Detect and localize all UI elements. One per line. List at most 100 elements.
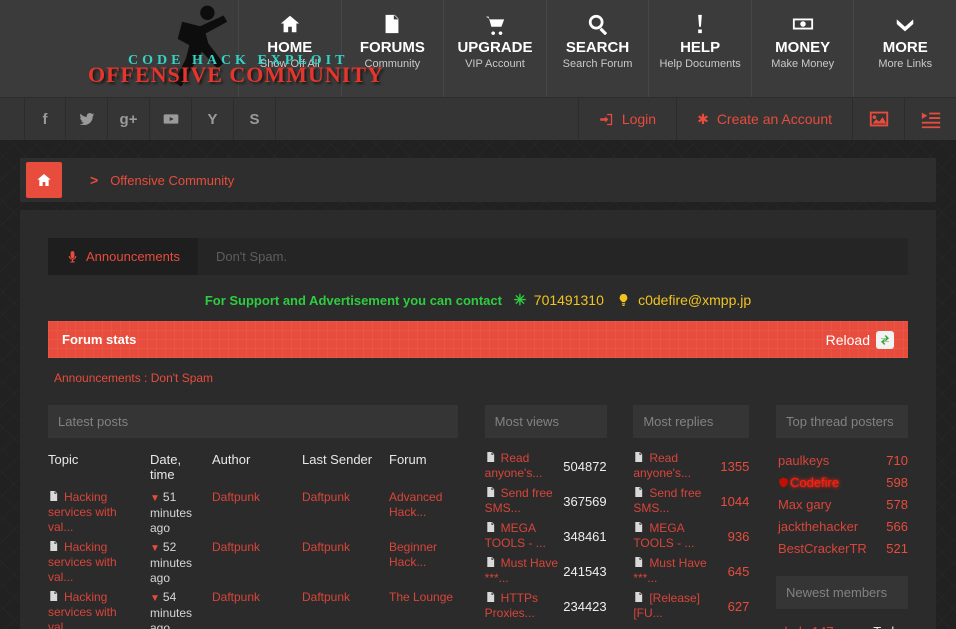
thread-link[interactable]: Send free SMS... (633, 486, 702, 515)
file-icon (633, 591, 644, 603)
list-item: Read anyone's... 504872 (485, 451, 607, 481)
thread-list-button[interactable] (904, 98, 956, 140)
nav-item-money[interactable]: MONEY Make Money (750, 0, 854, 97)
breadcrumb: > Offensive Community (20, 158, 936, 202)
thread-link[interactable]: Send free SMS... (484, 486, 553, 515)
latest-posts-table: Topic Date, time Author Last Sender Foru… (48, 452, 458, 629)
thread-link[interactable]: MEGA TOOLS - ... (484, 521, 546, 550)
list-item: Max gary 578 (778, 494, 908, 516)
reload-button[interactable]: Reload (826, 330, 894, 349)
topic-link[interactable]: Hacking services with val... (48, 490, 117, 534)
auth-actions: Login ✱ Create an Account (577, 98, 956, 140)
thread-link[interactable]: Must Have ***... (484, 556, 559, 585)
facebook-link[interactable]: f (24, 98, 66, 140)
last-sender-link[interactable]: Daftpunk (302, 590, 351, 604)
thread-link[interactable]: Read anyone's... (633, 451, 691, 480)
lightbulb-icon (617, 292, 630, 308)
member-link[interactable]: BestCrackerTR (777, 541, 867, 556)
list-item: Send free SMS... 367569 (485, 486, 607, 516)
table-row: Hacking services with val... ▼ 51 minutes… (48, 490, 443, 535)
topic-link[interactable]: Hacking services with val... (48, 540, 117, 584)
list-item: Read anyone's... 1355 (633, 451, 749, 481)
member-link[interactable]: chuky147 (778, 621, 834, 629)
file-icon (633, 556, 644, 568)
thread-link[interactable]: Read anyone's... (484, 451, 543, 480)
thread-link[interactable]: HTTPs Proxies... (484, 591, 538, 620)
icq-number: 701491310 (533, 292, 604, 308)
nav-item-help[interactable]: HELP Help Documents (648, 0, 751, 97)
thread-link[interactable]: [Release] [FU... (633, 591, 701, 620)
yahoo-icon: Y (207, 110, 218, 128)
list-item: Codefire 598 (778, 472, 908, 494)
breadcrumb-home-button[interactable] (26, 162, 62, 198)
list-item: chuky147 Today (778, 621, 908, 629)
view-count: 367569 (563, 493, 607, 509)
shield-icon (778, 476, 789, 489)
support-line: For Support and Advertisement you can co… (48, 291, 908, 309)
thread-link[interactable]: MEGA TOOLS - ... (633, 521, 695, 550)
breadcrumb-link-community[interactable]: Offensive Community (110, 172, 235, 188)
author-link[interactable]: Daftpunk (212, 490, 261, 504)
view-count: 234423 (563, 598, 607, 614)
most-views-title: Most views (484, 405, 607, 438)
forum-link[interactable]: Advanced Hack... (389, 490, 443, 519)
main-nav: HOME Show Off All FORUMS Community UPGRA… (238, 0, 956, 97)
view-count: 348461 (563, 528, 607, 544)
file-icon (485, 486, 496, 498)
gallery-button[interactable] (852, 98, 904, 140)
thread-count: 566 (886, 519, 908, 534)
forum-link[interactable]: Beginner Hack... (389, 540, 438, 569)
nav-item-more[interactable]: MORE More Links (853, 0, 956, 97)
last-sender-link[interactable]: Daftpunk (302, 490, 351, 504)
page-body: > Offensive Community Announcements Don'… (0, 158, 956, 629)
list-item: Must Have ***... 645 (633, 556, 749, 586)
brand-tagline: CODE HACK EXPLOIT (128, 53, 349, 68)
tab-dont-spam[interactable]: Don't Spam. (215, 249, 288, 264)
table-row: Hacking services with val... ▼ 52 minutes… (48, 540, 438, 585)
facebook-icon: f (42, 110, 48, 128)
nav-item-home[interactable]: HOME Show Off All (238, 0, 341, 97)
skype-link[interactable]: S (234, 98, 276, 140)
yahoo-link[interactable]: Y (192, 98, 234, 140)
chevron-right-icon: > (90, 172, 99, 188)
create-account-button[interactable]: ✱ Create an Account (676, 98, 852, 140)
file-icon (633, 486, 644, 498)
chevron-down-icon (894, 13, 916, 35)
announcement-tabs: Announcements Don't Spam. (48, 238, 908, 275)
google-plus-link[interactable]: g+ (108, 98, 150, 140)
file-icon (48, 540, 59, 552)
announcement-link[interactable]: Announcements : Don't Spam (54, 371, 214, 385)
youtube-link[interactable] (150, 98, 192, 140)
twitter-link[interactable] (66, 98, 108, 140)
youtube-icon (163, 111, 179, 127)
author-link[interactable]: Daftpunk (212, 540, 261, 554)
member-link[interactable]: Max gary (777, 497, 832, 512)
topic-link[interactable]: Hacking services with val... (48, 590, 117, 629)
member-link[interactable]: Codefire (778, 472, 839, 494)
latest-posts-title: Latest posts (48, 405, 458, 438)
member-link[interactable]: jackthehacker (777, 519, 859, 534)
view-count: 241543 (563, 563, 607, 579)
login-button[interactable]: Login (577, 98, 676, 140)
cart-icon (484, 13, 506, 35)
most-replies-title: Most replies (633, 405, 750, 438)
nav-item-search[interactable]: SEARCH Search Forum (545, 0, 649, 97)
tab-announcements[interactable]: Announcements (48, 238, 198, 275)
file-icon (48, 490, 59, 502)
thread-link[interactable]: Must Have ***... (633, 556, 707, 585)
site-logo[interactable]: CODE HACK EXPLOIT OFFENSIVE COMMUNITY (0, 0, 383, 97)
nav-item-upgrade[interactable]: UPGRADE VIP Account (443, 0, 546, 97)
reply-count: 1355 (720, 458, 750, 474)
top-thread-posters-section: Top thread posters paulkeys 710 Codefire… (775, 405, 908, 629)
last-sender-link[interactable]: Daftpunk (302, 540, 351, 554)
list-item: Send free SMS... 1044 (633, 486, 749, 516)
view-count: 504872 (563, 458, 607, 474)
contact-email-link[interactable]: c0defire@xmpp.jp (638, 292, 752, 308)
support-text: For Support and Advertisement you can co… (204, 293, 502, 308)
nav-item-forums[interactable]: FORUMS Community (340, 0, 444, 97)
member-link[interactable]: paulkeys (777, 453, 830, 468)
stats-grid: Latest posts Topic Date, time Author Las… (48, 405, 908, 629)
newest-members-list: chuky147 Today Glenar Today CantStopMe T… (778, 621, 908, 629)
author-link[interactable]: Daftpunk (212, 590, 261, 604)
forum-link[interactable]: The Lounge (389, 590, 454, 604)
